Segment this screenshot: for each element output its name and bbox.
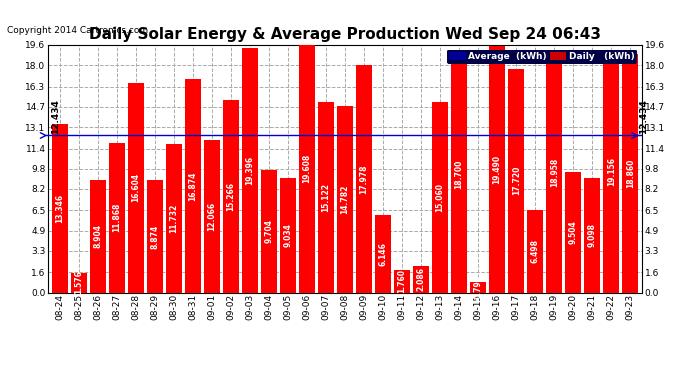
Bar (70, 273, 87, 292)
Text: 8.904: 8.904 (93, 224, 102, 248)
Text: 8.874: 8.874 (150, 224, 159, 249)
Text: 6.498: 6.498 (531, 240, 540, 264)
Text: 18.958: 18.958 (550, 158, 559, 188)
Text: 14.782: 14.782 (340, 184, 350, 214)
Text: 0.794: 0.794 (473, 276, 482, 300)
Text: 19.156: 19.156 (607, 157, 615, 186)
Bar (603, 51, 620, 292)
Text: 16.604: 16.604 (131, 173, 140, 202)
Bar (337, 106, 353, 292)
Text: 12.066: 12.066 (208, 202, 217, 231)
Text: 12.434: 12.434 (639, 99, 648, 134)
Bar (147, 180, 163, 292)
Bar (241, 48, 258, 292)
Text: 18.700: 18.700 (455, 160, 464, 189)
Text: 11.868: 11.868 (112, 203, 121, 232)
Bar (109, 142, 125, 292)
Text: 1.760: 1.760 (397, 269, 406, 293)
Legend: Average  (kWh), Daily   (kWh): Average (kWh), Daily (kWh) (446, 50, 637, 64)
Bar (356, 66, 372, 292)
Text: 19.490: 19.490 (493, 155, 502, 184)
Bar (52, 124, 68, 292)
Bar (527, 210, 543, 292)
Text: 9.098: 9.098 (588, 223, 597, 247)
Bar (166, 144, 182, 292)
Text: 9.034: 9.034 (284, 224, 293, 248)
Bar (394, 270, 410, 292)
Text: 17.720: 17.720 (512, 166, 521, 195)
Bar (299, 45, 315, 292)
Text: 13.346: 13.346 (55, 194, 64, 223)
Text: 15.060: 15.060 (435, 183, 444, 212)
Bar (185, 80, 201, 292)
Text: 12.434: 12.434 (51, 99, 60, 134)
Text: Copyright 2014 Cartronics.com: Copyright 2014 Cartronics.com (7, 26, 148, 35)
Bar (546, 53, 562, 292)
Text: 2.086: 2.086 (417, 267, 426, 291)
Text: 11.732: 11.732 (169, 204, 178, 233)
Text: 15.122: 15.122 (322, 183, 331, 212)
Text: 19.396: 19.396 (246, 156, 255, 184)
Text: 18.860: 18.860 (626, 159, 635, 188)
Bar (622, 54, 638, 292)
Text: 9.504: 9.504 (569, 220, 578, 245)
Bar (451, 56, 467, 292)
Bar (413, 266, 429, 292)
Text: 9.704: 9.704 (264, 219, 273, 243)
Bar (261, 170, 277, 292)
Text: 16.874: 16.874 (188, 171, 197, 201)
Bar (204, 140, 220, 292)
Bar (128, 83, 144, 292)
Bar (280, 178, 296, 292)
Text: 17.978: 17.978 (359, 164, 368, 194)
Bar (223, 100, 239, 292)
Text: 6.146: 6.146 (379, 242, 388, 266)
Bar (432, 102, 448, 292)
Text: 1.576: 1.576 (75, 271, 83, 294)
Bar (90, 180, 106, 292)
Bar (565, 172, 581, 292)
Bar (375, 215, 391, 292)
Bar (470, 282, 486, 292)
Bar (584, 178, 600, 292)
Text: 19.608: 19.608 (302, 154, 311, 183)
Bar (318, 102, 334, 292)
Text: 15.266: 15.266 (226, 182, 235, 211)
Bar (489, 46, 505, 292)
Bar (508, 69, 524, 292)
Title: Daily Solar Energy & Average Production Wed Sep 24 06:43: Daily Solar Energy & Average Production … (89, 27, 601, 42)
